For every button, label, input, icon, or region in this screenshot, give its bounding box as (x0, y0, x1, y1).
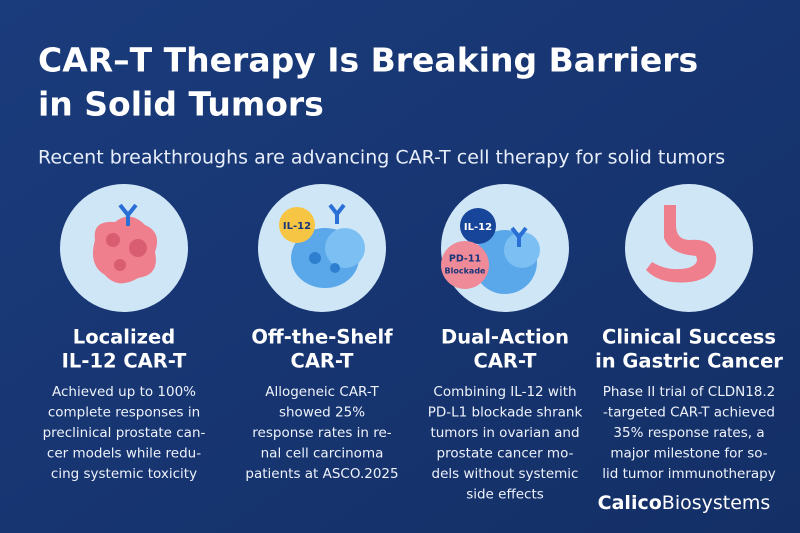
icon-4 (625, 184, 753, 312)
card-heading: Localized (73, 326, 175, 349)
icon-1 (60, 184, 188, 312)
card-body-line: 35% response rates, a (613, 425, 764, 441)
card-body-line: Phase II trial of CLDN18.2 (603, 384, 776, 400)
brand-bold: Calico (598, 492, 662, 514)
card-body-line: patients at ASCO.2025 (245, 466, 398, 482)
card-body-line: tumors in ovarian and (430, 425, 579, 441)
card-body-line: -targeted CAR-T achieved (603, 405, 775, 421)
card-heading: Clinical Success (602, 326, 776, 349)
subtitle: Recent breakthroughs are advancing CAR-T… (38, 147, 725, 169)
icon-label: IL-12 (283, 221, 311, 232)
card-body-line: response rates in re- (252, 425, 392, 441)
brand: CalicoBiosystems (598, 492, 771, 514)
card-body-line: preclinical prostate can- (43, 425, 206, 441)
card-body-line: cer models while redu- (47, 446, 201, 462)
card-body-line: showed 25% (279, 405, 365, 421)
card-heading: Off-the-Shelf (251, 326, 393, 349)
icon-label: Blockade (445, 267, 487, 276)
card-body-line: Achieved up to 100% (52, 384, 196, 400)
brand-regular: Biosystems (662, 492, 771, 514)
card-heading: CAR-T (474, 350, 538, 373)
card-body-line: Allogeneic CAR-T (265, 384, 379, 400)
card-body-line: complete responses in (48, 405, 200, 421)
card-body-line: dels without systemic (432, 466, 579, 482)
card-body-line: nal cell carcinoma (261, 446, 384, 462)
icon-3: IL-12 PD-11 Blockade (441, 184, 569, 312)
card-body-line: prostate cancer mo- (437, 446, 574, 462)
card-heading: CAR-T (291, 350, 355, 373)
card-body-line: lid tumor immunotherapy (602, 466, 775, 482)
card-body-line: Combining IL-12 with (433, 384, 576, 400)
card-body-line: major milestone for so- (610, 446, 767, 462)
card-heading: Dual-Action (441, 326, 569, 349)
icon-2: IL-12 (258, 184, 386, 312)
card-body-line: cing systemic toxicity (51, 466, 197, 482)
card-heading: IL-12 CAR-T (62, 350, 187, 373)
icon-label: IL-12 (464, 222, 492, 233)
card-body-line: PD-L1 blockade shrank (428, 405, 583, 421)
title-line: in Solid Tumors (38, 85, 324, 124)
icon-label: PD-11 (449, 254, 481, 265)
card-body-line: side effects (466, 487, 544, 503)
card-heading: in Gastric Cancer (595, 350, 783, 373)
title-line: CAR–T Therapy Is Breaking Barriers (38, 41, 698, 80)
